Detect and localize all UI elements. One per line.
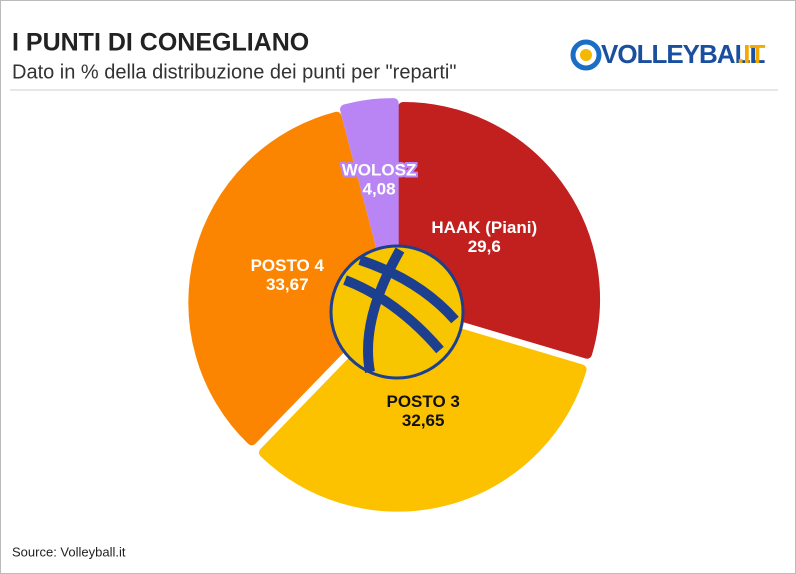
source: Source: Volleyball.it xyxy=(12,544,126,559)
logo: VOLLEYBALL .IT xyxy=(570,39,766,71)
slice-label: HAAK (Piani) xyxy=(431,218,537,237)
slice-value-label: 4,08 xyxy=(363,180,396,199)
slice-label: POSTO 3 xyxy=(387,392,460,411)
logo-icon xyxy=(570,39,602,71)
logo-suffix: .IT xyxy=(737,39,765,69)
logo-icon-center xyxy=(580,49,592,61)
ball-illustration xyxy=(329,244,465,380)
chart-title: I PUNTI DI CONEGLIANO xyxy=(12,29,309,57)
slice-value-label: 29,6 xyxy=(468,237,501,256)
slice-label: POSTO 4 xyxy=(251,256,325,275)
slice-label: WOLOSZ xyxy=(342,161,417,180)
pie-slice xyxy=(258,309,587,512)
slice-value-label: 33,67 xyxy=(266,275,309,294)
chart-subtitle: Dato in % della distribuzione dei punti … xyxy=(12,61,456,83)
pie-slice xyxy=(188,111,391,446)
logo-text: VOLLEYBALL xyxy=(601,39,765,69)
slice-value-label: 32,65 xyxy=(402,411,445,430)
ball-stripes xyxy=(343,247,459,373)
